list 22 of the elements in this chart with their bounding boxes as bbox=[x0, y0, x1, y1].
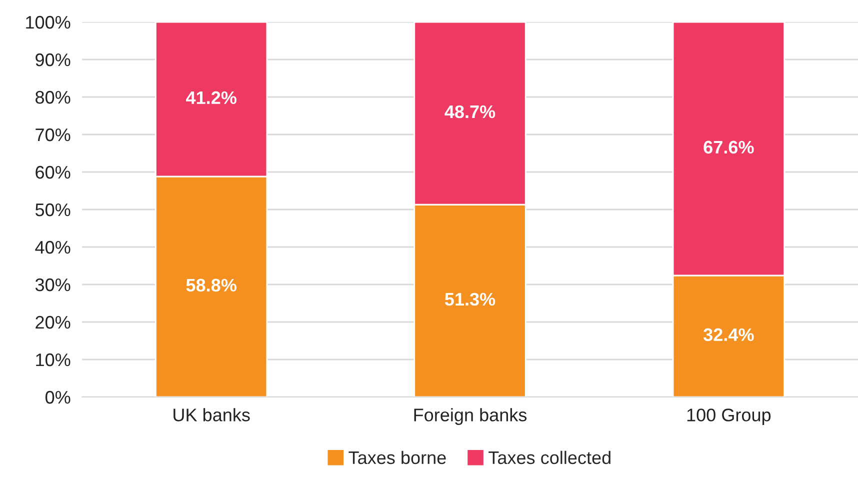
x-tick-label: Foreign banks bbox=[414, 408, 527, 425]
data-label: 41.2% bbox=[186, 91, 236, 104]
data-label: 51.3% bbox=[444, 292, 496, 306]
legend-label: Taxes collected bbox=[488, 450, 610, 464]
y-tick-label: 100% bbox=[26, 16, 70, 29]
y-tick-label: 80% bbox=[36, 90, 70, 104]
x-tick-label: 100 Group bbox=[687, 408, 771, 425]
data-label: 48.7% bbox=[444, 105, 496, 118]
y-tick-label: 30% bbox=[35, 278, 70, 292]
data-label: 58.8% bbox=[186, 278, 236, 292]
y-tick-label: 70% bbox=[36, 128, 70, 142]
data-label: 67.6% bbox=[704, 140, 754, 154]
y-tick-label: 10% bbox=[36, 353, 70, 366]
data-label: 32.4% bbox=[703, 328, 754, 342]
y-tick-label: 90% bbox=[36, 53, 70, 66]
legend-label: Taxes borne bbox=[348, 450, 446, 464]
y-tick-label: 50% bbox=[35, 203, 70, 216]
y-tick-label: 20% bbox=[36, 316, 70, 329]
x-tick-label: UK banks bbox=[174, 408, 250, 422]
y-tick-label: 40% bbox=[35, 240, 70, 254]
y-tick-label: 0% bbox=[46, 390, 70, 404]
y-tick-label: 60% bbox=[36, 166, 70, 179]
